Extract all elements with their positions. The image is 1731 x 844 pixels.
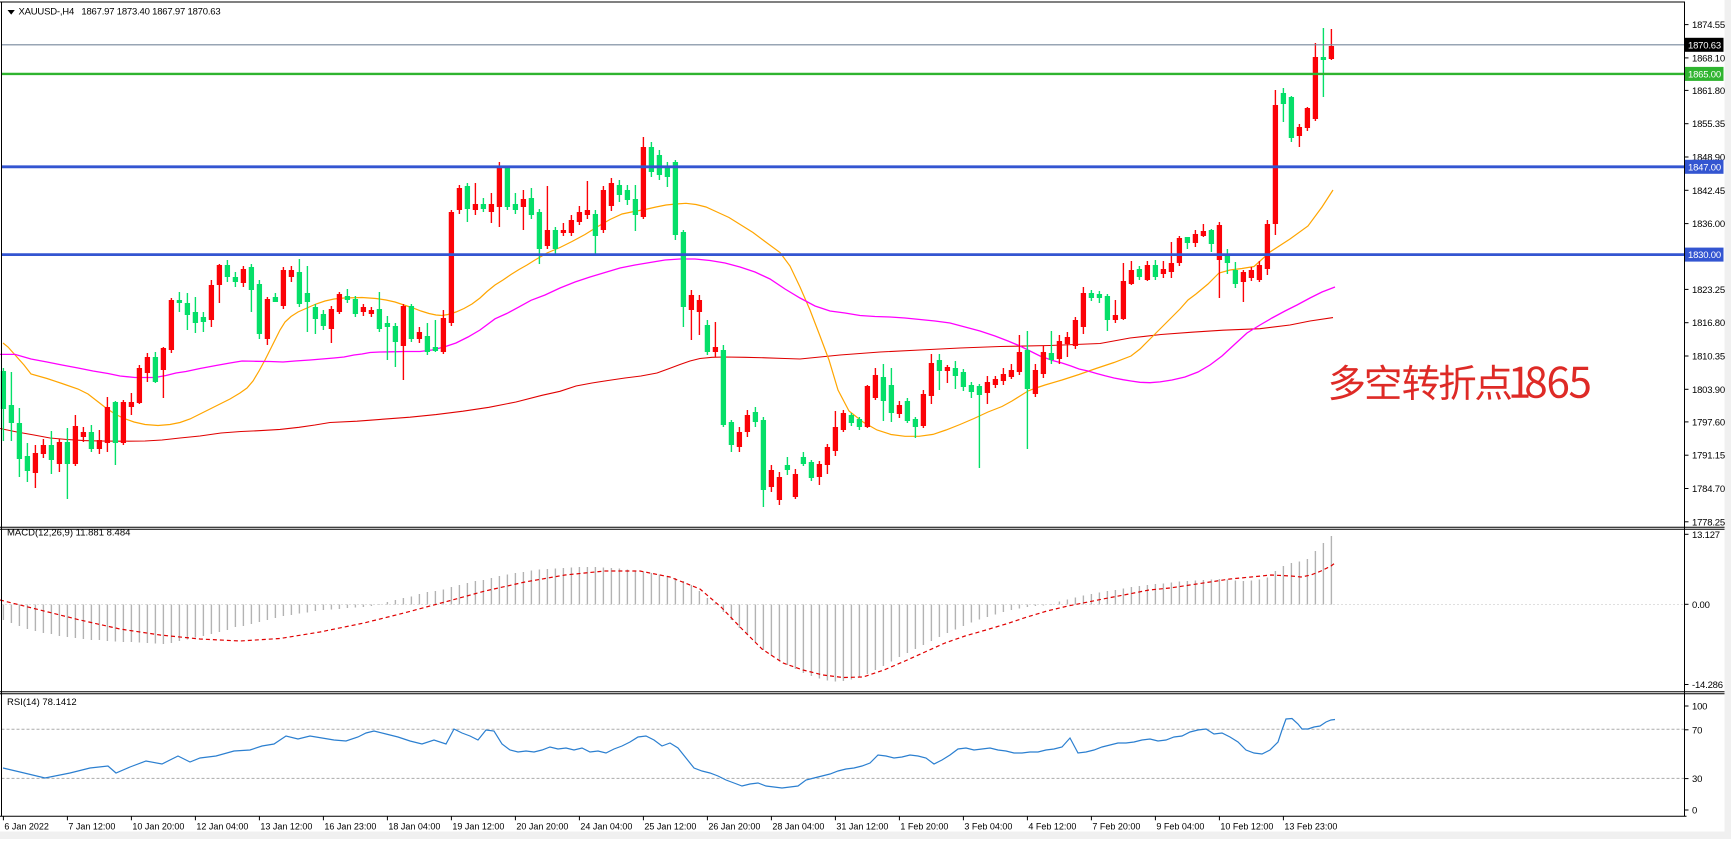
svg-text:7 Jan 12:00: 7 Jan 12:00 — [68, 822, 115, 832]
svg-text:1816.80: 1816.80 — [1692, 318, 1725, 329]
svg-text:1847.00: 1847.00 — [1688, 162, 1721, 173]
svg-text:6 Jan 2022: 6 Jan 2022 — [4, 822, 49, 832]
svg-text:3 Feb 04:00: 3 Feb 04:00 — [964, 822, 1012, 832]
svg-text:1803.90: 1803.90 — [1692, 385, 1725, 396]
svg-text:1842.45: 1842.45 — [1692, 186, 1725, 197]
svg-text:-14.286: -14.286 — [1692, 680, 1723, 691]
svg-text:30: 30 — [1692, 774, 1702, 785]
svg-text:16 Jan 23:00: 16 Jan 23:00 — [324, 822, 376, 832]
svg-text:1 Feb 20:00: 1 Feb 20:00 — [900, 822, 948, 832]
svg-text:31 Jan 12:00: 31 Jan 12:00 — [836, 822, 888, 832]
svg-text:1810.35: 1810.35 — [1692, 352, 1725, 363]
svg-text:0.00: 0.00 — [1692, 600, 1710, 611]
svg-text:13 Feb 23:00: 13 Feb 23:00 — [1284, 822, 1337, 832]
svg-text:1836.00: 1836.00 — [1692, 219, 1725, 230]
svg-text:1791.15: 1791.15 — [1692, 451, 1725, 462]
svg-text:1855.35: 1855.35 — [1692, 119, 1725, 130]
svg-text:12 Jan 04:00: 12 Jan 04:00 — [196, 822, 248, 832]
svg-text:19 Jan 12:00: 19 Jan 12:00 — [452, 822, 504, 832]
svg-text:13.127: 13.127 — [1692, 530, 1720, 541]
svg-text:4 Feb 12:00: 4 Feb 12:00 — [1028, 822, 1076, 832]
svg-text:0: 0 — [1692, 806, 1697, 817]
svg-text:MACD(12,26,9) 11.881 8.484: MACD(12,26,9) 11.881 8.484 — [7, 528, 130, 539]
svg-text:1865.00: 1865.00 — [1688, 69, 1721, 80]
svg-text:26 Jan 20:00: 26 Jan 20:00 — [708, 822, 760, 832]
svg-text:28 Jan 04:00: 28 Jan 04:00 — [772, 822, 824, 832]
svg-text:18 Jan 04:00: 18 Jan 04:00 — [388, 822, 440, 832]
svg-text:100: 100 — [1692, 702, 1707, 713]
svg-text:20 Jan 20:00: 20 Jan 20:00 — [516, 822, 568, 832]
svg-text:XAUUSD-,H4 1867.97 1873.40 1: XAUUSD-,H4 1867.97 1873.40 1867.97 1870.… — [19, 7, 221, 18]
svg-text:1823.25: 1823.25 — [1692, 285, 1725, 296]
svg-text:70: 70 — [1692, 725, 1702, 736]
svg-text:10 Jan 20:00: 10 Jan 20:00 — [132, 822, 184, 832]
svg-text:1784.70: 1784.70 — [1692, 484, 1725, 495]
svg-text:9 Feb 04:00: 9 Feb 04:00 — [1156, 822, 1204, 832]
svg-text:7 Feb 20:00: 7 Feb 20:00 — [1092, 822, 1140, 832]
svg-text:1861.80: 1861.80 — [1692, 86, 1725, 97]
svg-text:1868.10: 1868.10 — [1692, 53, 1725, 64]
svg-text:1830.00: 1830.00 — [1688, 250, 1721, 261]
svg-text:25 Jan 12:00: 25 Jan 12:00 — [644, 822, 696, 832]
svg-text:1870.63: 1870.63 — [1688, 40, 1721, 51]
svg-text:1874.55: 1874.55 — [1692, 20, 1725, 31]
svg-text:13 Jan 12:00: 13 Jan 12:00 — [260, 822, 312, 832]
svg-text:10 Feb 12:00: 10 Feb 12:00 — [1220, 822, 1273, 832]
svg-text:RSI(14) 78.1412: RSI(14) 78.1412 — [7, 697, 77, 708]
svg-text:1797.60: 1797.60 — [1692, 417, 1725, 428]
svg-text:1778.25: 1778.25 — [1692, 517, 1725, 528]
svg-text:24 Jan 04:00: 24 Jan 04:00 — [580, 822, 632, 832]
